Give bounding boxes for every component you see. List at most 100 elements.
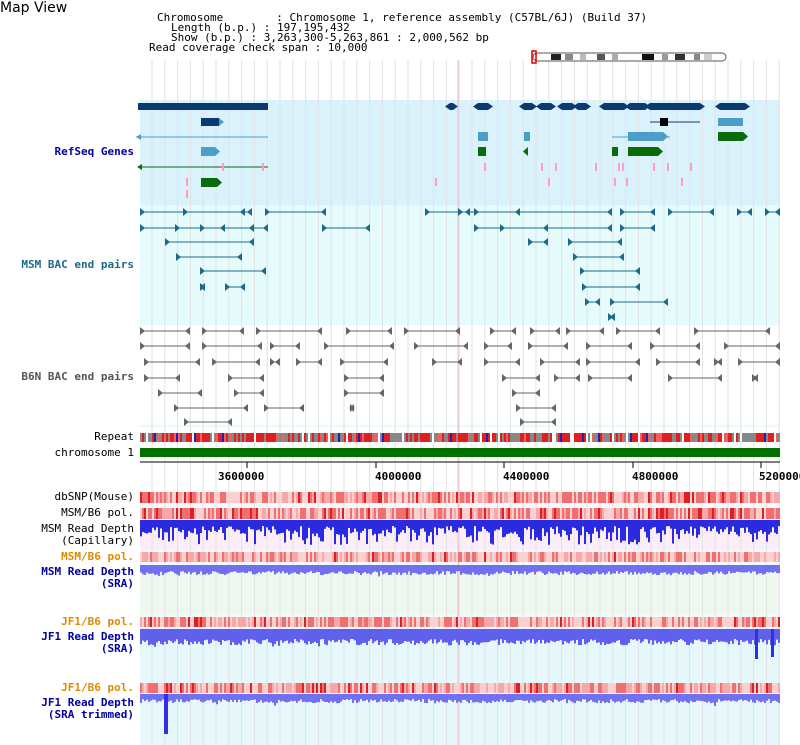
heat-cell [750, 508, 752, 519]
heat-cell [512, 683, 514, 693]
heat-cell [338, 683, 340, 693]
depth-bar [558, 520, 560, 534]
heat-cell [330, 508, 332, 519]
heat-cell [658, 552, 660, 562]
depth-bar [268, 629, 270, 643]
depth-bar [682, 565, 684, 575]
depth-bar [532, 629, 534, 640]
heat-cell [572, 683, 574, 693]
depth-bar [190, 629, 192, 643]
heat-cell [600, 552, 602, 562]
depth-bar [166, 629, 168, 644]
depth-bar [644, 629, 646, 640]
depth-bar [350, 565, 352, 574]
track-label-msm-bac[interactable]: MSM BAC end pairs [21, 258, 134, 271]
heat-cell [352, 508, 354, 519]
depth-bar [340, 694, 342, 702]
heat-cell [240, 492, 242, 503]
heat-cell [190, 552, 192, 562]
depth-bar [760, 694, 762, 703]
heat-cell [732, 552, 734, 562]
depth-bar [244, 565, 246, 574]
heat-cell [630, 492, 632, 503]
depth-bar [644, 565, 646, 574]
depth-bar [198, 565, 200, 574]
heat-cell [288, 508, 290, 519]
heat-cell [368, 508, 370, 519]
repeat-segment [678, 433, 680, 442]
depth-bar [232, 520, 234, 530]
heat-cell [636, 492, 638, 503]
heat-cell [754, 508, 756, 519]
heat-cell [582, 552, 584, 562]
depth-bar [320, 565, 322, 575]
heat-cell [194, 552, 196, 562]
heat-cell [652, 683, 654, 693]
heat-cell [756, 617, 758, 627]
depth-bar [246, 565, 248, 573]
gene-arrow [540, 358, 545, 366]
heat-cell [236, 492, 238, 503]
track-label-b6n-bac[interactable]: B6N BAC end pairs [21, 370, 134, 383]
heat-cell [314, 617, 316, 627]
depth-bar [556, 520, 558, 527]
heat-cell [468, 552, 470, 562]
heat-cell [476, 617, 478, 627]
repeat-segment [762, 433, 764, 442]
heat-cell [410, 617, 412, 627]
heat-cell [672, 552, 674, 562]
depth-bar [388, 694, 390, 701]
repeat-segment [564, 433, 566, 442]
heat-cell [760, 683, 762, 693]
heat-cell [378, 617, 380, 627]
depth-bar [664, 694, 666, 702]
gene-arrow [217, 178, 222, 187]
depth-bar [222, 629, 224, 641]
heat-cell [540, 492, 542, 503]
heat-cell [540, 552, 542, 562]
depth-bar [604, 565, 606, 575]
heat-cell [432, 552, 434, 562]
depth-bar [480, 520, 482, 532]
depth-bar [478, 694, 480, 703]
depth-bar [514, 629, 516, 644]
depth-bar [464, 565, 466, 574]
depth-bar [312, 694, 314, 704]
repeat-segment [370, 433, 372, 442]
heat-cell [728, 617, 730, 627]
repeat-segment [610, 433, 612, 442]
gene-arrow [202, 327, 207, 335]
heat-cell [372, 552, 374, 562]
depth-bar [212, 694, 214, 703]
gene-arrow [237, 253, 242, 261]
heat-cell [656, 617, 658, 627]
depth-bar [280, 629, 282, 641]
depth-bar [334, 629, 336, 643]
heat-cell [416, 508, 418, 519]
label-msm-depth-sra-1: MSM Read Depth [41, 565, 134, 578]
depth-bar [180, 520, 182, 533]
heat-cell [596, 492, 598, 503]
heat-cell [522, 508, 524, 519]
heat-cell [704, 683, 706, 693]
depth-bar [234, 629, 236, 645]
heat-cell [306, 492, 308, 503]
depth-bar [530, 565, 532, 573]
heat-cell [400, 492, 402, 503]
heat-cell [724, 508, 726, 519]
depth-bar [298, 565, 300, 575]
gene-arrow [607, 224, 612, 232]
heat-cell [768, 492, 770, 503]
repeat-segment [208, 433, 210, 442]
track-label-refseq[interactable]: RefSeq Genes [54, 145, 134, 158]
heat-cell [530, 683, 532, 693]
depth-bar [478, 520, 480, 532]
heat-cell [234, 508, 236, 519]
depth-bar [294, 565, 296, 573]
depth-bar [714, 629, 716, 642]
heat-cell [770, 683, 772, 693]
heat-cell [238, 492, 240, 503]
depth-bar [284, 694, 286, 703]
heat-cell [280, 508, 282, 519]
